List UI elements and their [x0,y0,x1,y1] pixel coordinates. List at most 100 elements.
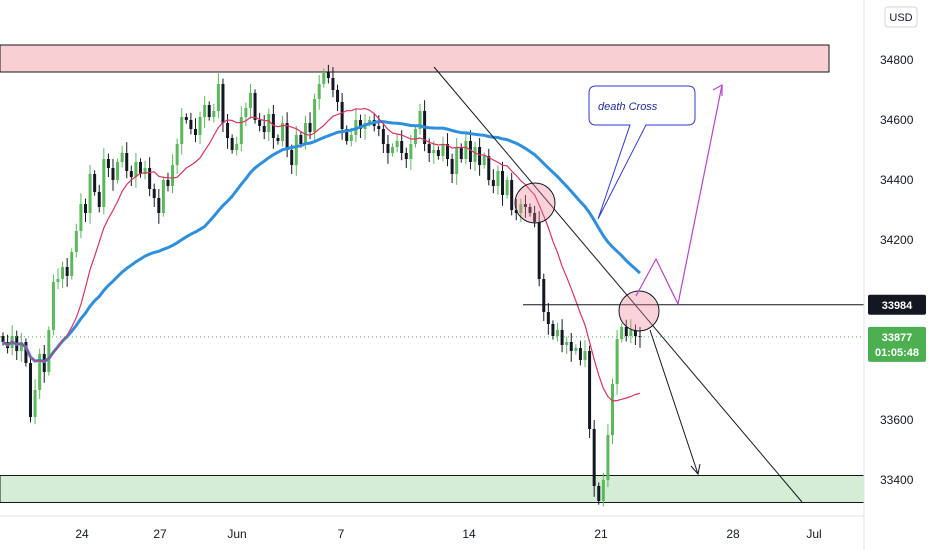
candle-body[interactable] [391,147,395,153]
death-cross-circle[interactable] [514,182,556,224]
candle-body[interactable] [313,99,317,132]
candle-body[interactable] [111,168,115,180]
candle-body[interactable] [624,327,628,336]
candle-body[interactable] [368,120,372,123]
candle-body[interactable] [116,162,120,180]
candle-body[interactable] [464,141,468,159]
candle-body[interactable] [65,267,69,276]
candle-body[interactable] [171,165,175,186]
candle-body[interactable] [409,144,413,159]
candle-body[interactable] [152,189,156,198]
candle-body[interactable] [519,204,523,213]
candle-body[interactable] [93,174,97,192]
candle-body[interactable] [574,348,578,351]
candle-body[interactable] [28,363,32,417]
candle-body[interactable] [615,339,619,384]
candle-body[interactable] [299,135,303,144]
candle-body[interactable] [303,123,307,144]
candle-body[interactable] [514,210,518,213]
candle-body[interactable] [455,147,459,174]
candle-body[interactable] [510,180,514,210]
candle-body[interactable] [235,144,239,150]
candle-body[interactable] [216,84,220,111]
candle-body[interactable] [253,93,257,120]
candle-body[interactable] [189,120,193,129]
candle-body[interactable] [578,348,582,360]
candle-body[interactable] [418,111,422,129]
retest-circle[interactable] [618,290,660,332]
candle-body[interactable] [620,327,624,339]
candle-body[interactable] [413,129,417,144]
candle-body[interactable] [528,207,532,213]
candle-body[interactable] [161,180,165,213]
resistance-zone[interactable] [0,44,830,73]
candle-body[interactable] [427,144,431,153]
candle-body[interactable] [83,204,87,213]
candle-body[interactable] [386,144,390,153]
candle-body[interactable] [491,180,495,186]
candle-body[interactable] [226,123,230,138]
callout-box[interactable] [588,85,696,220]
candle-body[interactable] [331,78,335,90]
candle-body[interactable] [395,141,399,147]
candle-body[interactable] [19,342,23,351]
candle-body[interactable] [120,153,124,162]
candle-body[interactable] [597,486,601,501]
candle-body[interactable] [143,168,147,174]
candle-body[interactable] [588,351,592,429]
candle-body[interactable] [79,204,83,231]
candle-body[interactable] [560,330,564,345]
candle-body[interactable] [450,159,454,174]
candle-body[interactable] [129,171,133,177]
candle-body[interactable] [565,342,569,345]
candle-body[interactable] [74,231,78,252]
candle-body[interactable] [290,150,294,165]
candle-body[interactable] [377,126,381,129]
candle-body[interactable] [285,123,289,150]
candle-body[interactable] [102,159,106,207]
candle-body[interactable] [157,198,161,213]
candle-body[interactable] [180,117,184,144]
candle-body[interactable] [583,351,587,360]
candle-body[interactable] [138,162,142,174]
candle-body[interactable] [267,114,271,132]
candle-body[interactable] [88,174,92,213]
candle-body[interactable] [207,105,211,117]
candle-body[interactable] [203,105,207,117]
candle-body[interactable] [358,120,362,129]
candle-body[interactable] [601,480,605,501]
ma-fast-line[interactable] [2,107,641,402]
candle-body[interactable] [212,111,216,117]
candle-body[interactable] [125,153,129,171]
candle-body[interactable] [1,336,5,342]
candle-body[interactable] [633,330,637,336]
projection-arrow-down[interactable] [649,329,699,475]
candle-body[interactable] [317,84,321,99]
candle-body[interactable] [340,102,344,129]
candle-body[interactable] [294,135,298,165]
candle-body[interactable] [468,141,472,162]
candle-body[interactable] [459,147,463,159]
candle-body[interactable] [523,204,527,207]
candle-body[interactable] [487,156,491,180]
candle-body[interactable] [24,342,28,363]
candle-body[interactable] [308,123,312,132]
candle-body[interactable] [61,267,65,279]
candle-body[interactable] [611,384,615,435]
candle-body[interactable] [175,144,179,165]
candle-body[interactable] [51,282,55,330]
candle-body[interactable] [148,168,152,189]
candle-body[interactable] [501,171,505,195]
candle-body[interactable] [349,135,353,141]
candle-body[interactable] [262,126,266,132]
candle-body[interactable] [258,120,262,126]
candle-body[interactable] [629,330,633,336]
candle-body[interactable] [381,129,385,144]
candle-body[interactable] [322,72,326,84]
candle-body[interactable] [33,390,37,417]
candle-body[interactable] [436,150,440,156]
candle-body[interactable] [38,354,42,390]
trendline[interactable] [433,66,803,503]
candle-body[interactable] [505,180,509,195]
